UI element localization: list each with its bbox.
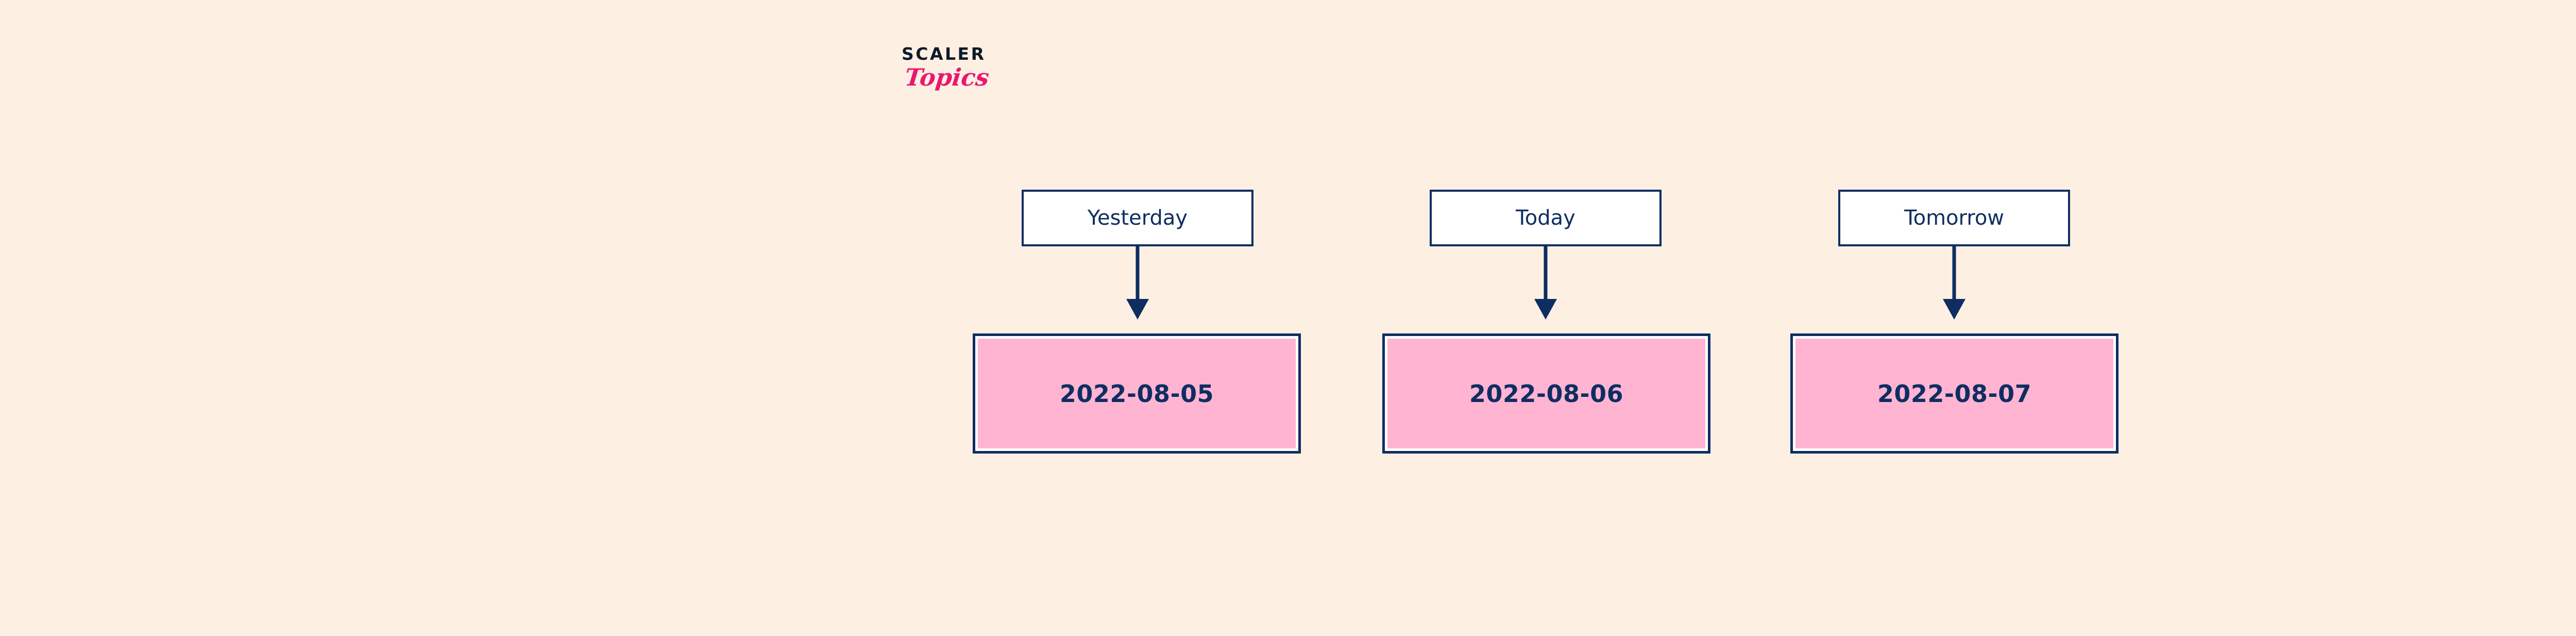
label-box-today: Today: [1430, 190, 1662, 246]
down-arrow-svg-yesterday: [1126, 245, 1149, 320]
label-text-tomorrow: Tomorrow: [1904, 206, 2005, 230]
date-box-today: 2022-08-06: [1382, 333, 1710, 454]
date-text-tomorrow: 2022-08-07: [1877, 379, 2032, 408]
date-box-tomorrow: 2022-08-07: [1790, 333, 2119, 454]
date-text-yesterday: 2022-08-05: [1059, 379, 1214, 408]
date-text-today: 2022-08-06: [1469, 379, 1624, 408]
label-box-tomorrow: Tomorrow: [1838, 190, 2070, 246]
date-box-yesterday: 2022-08-05: [973, 333, 1301, 454]
arrow-head: [1943, 299, 1965, 320]
arrow-head: [1534, 299, 1557, 320]
logo-script-topics: Topics: [903, 63, 991, 91]
down-arrow-icon-today: [1530, 245, 1561, 321]
label-text-yesterday: Yesterday: [1087, 206, 1188, 230]
arrow-head: [1126, 299, 1149, 320]
down-arrow-svg-today: [1534, 245, 1557, 320]
label-text-today: Today: [1516, 206, 1575, 230]
down-arrow-icon-tomorrow: [1939, 245, 1970, 321]
down-arrow-svg-tomorrow: [1943, 245, 1965, 320]
label-box-yesterday: Yesterday: [1022, 190, 1253, 246]
down-arrow-icon-yesterday: [1122, 245, 1153, 321]
logo-wordmark-scaler: SCALER: [902, 44, 986, 64]
scaler-topics-logo: SCALER Topics: [902, 45, 1056, 123]
